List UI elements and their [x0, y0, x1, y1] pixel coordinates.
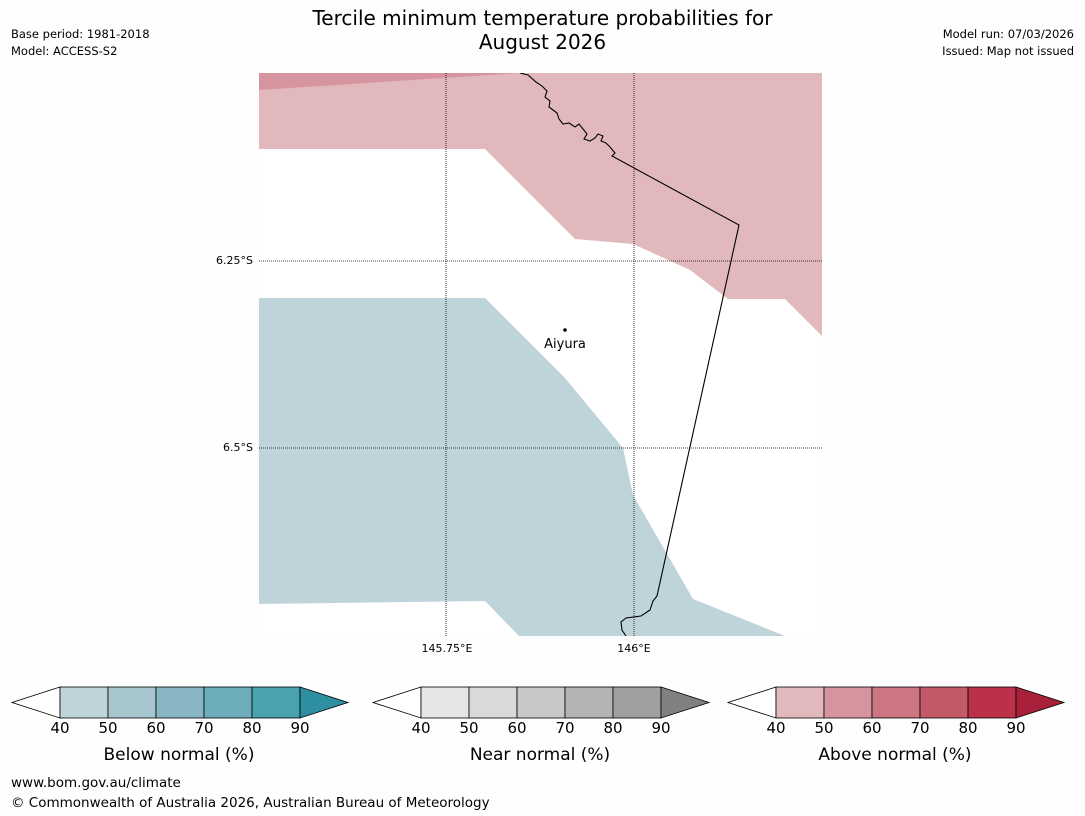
above-normal-colorbar-segment	[967, 686, 1017, 719]
above-normal-tick-label: 50	[814, 719, 834, 737]
lat-label-6-5: 6.5°S	[223, 441, 253, 454]
below-normal-colorbar-segment	[59, 686, 109, 719]
below-normal-over-extension	[299, 686, 349, 719]
near-normal-colorbar-segment	[420, 686, 470, 719]
near-normal-colorbar-segment	[516, 686, 566, 719]
below-normal-colorbar-segment	[155, 686, 205, 719]
above-normal-50-60-region	[259, 73, 520, 90]
near-normal-tick-label: 90	[651, 719, 671, 737]
above-normal-tick-label: 40	[766, 719, 786, 737]
above-normal-under-extension	[727, 686, 777, 719]
near-normal-caption: Near normal (%)	[469, 745, 611, 765]
above-normal-colorbar-segment	[919, 686, 969, 719]
near-normal-under-extension	[372, 686, 422, 719]
provincial-boundary	[519, 73, 740, 636]
issued-text: Issued: Map not issued	[942, 44, 1074, 58]
aiyura-label: Aiyura	[544, 337, 586, 352]
below-normal-colorbar-segment	[251, 686, 301, 719]
near-normal-tick-label: 50	[459, 719, 479, 737]
lon-label-145-75: 145.75°E	[421, 642, 473, 655]
near-normal-colorbar	[372, 686, 710, 719]
above-normal-over-extension	[1015, 686, 1065, 719]
title-line-2: August 2026	[478, 30, 607, 54]
below-normal-tick-label: 70	[194, 719, 214, 737]
below-normal-colorbar	[11, 686, 349, 719]
below-normal-tick-label: 60	[146, 719, 166, 737]
above-normal-tick-label: 70	[910, 719, 930, 737]
near-normal-tick-label: 60	[507, 719, 527, 737]
below-normal-tick-label: 40	[50, 719, 70, 737]
above-normal-caption: Above normal (%)	[818, 745, 972, 765]
footer-website: www.bom.gov.au/climate	[11, 775, 181, 791]
above-normal-tick-label: 80	[958, 719, 978, 737]
near-normal-colorbar-segment	[612, 686, 662, 719]
lon-label-146: 146°E	[617, 642, 651, 655]
below-normal-colorbar-segment	[107, 686, 157, 719]
near-normal-colorbar-segment	[564, 686, 614, 719]
above-normal-tick-label: 60	[862, 719, 882, 737]
above-normal-tick-label: 90	[1006, 719, 1026, 737]
near-normal-colorbar-segment	[468, 686, 518, 719]
lat-label-6-25: 6.25°S	[216, 254, 253, 267]
above-normal-colorbar-segment	[775, 686, 825, 719]
above-normal-colorbar-segment	[823, 686, 873, 719]
above-normal-colorbar	[727, 686, 1065, 719]
model-text: Model: ACCESS-S2	[11, 44, 118, 58]
meta-left: Base period: 1981-2018 Model: ACCESS-S2	[11, 26, 150, 60]
meta-right: Model run: 07/03/2026 Issued: Map not is…	[942, 26, 1074, 60]
model-run-text: Model run: 07/03/2026	[942, 27, 1074, 41]
map-canvas	[259, 73, 822, 636]
map-title: Tercile minimum temperature probabilitie…	[0, 6, 1085, 54]
below-normal-tick-label: 50	[98, 719, 118, 737]
above-normal-40-50-region	[259, 73, 822, 336]
below-normal-tick-label: 80	[242, 719, 262, 737]
aiyura-marker	[563, 328, 567, 332]
base-period-text: Base period: 1981-2018	[11, 27, 150, 41]
below-normal-colorbar-segment	[203, 686, 253, 719]
near-normal-tick-label: 40	[411, 719, 431, 737]
below-normal-under-extension	[11, 686, 61, 719]
near-normal-tick-label: 80	[603, 719, 623, 737]
below-normal-caption: Below normal (%)	[103, 745, 255, 765]
title-line-1: Tercile minimum temperature probabilitie…	[312, 6, 773, 30]
below-normal-40-50-region	[259, 298, 785, 636]
above-normal-colorbar-segment	[871, 686, 921, 719]
footer-copyright: © Commonwealth of Australia 2026, Austra…	[11, 795, 490, 811]
near-normal-over-extension	[660, 686, 710, 719]
below-normal-tick-label: 90	[290, 719, 310, 737]
near-normal-tick-label: 70	[555, 719, 575, 737]
